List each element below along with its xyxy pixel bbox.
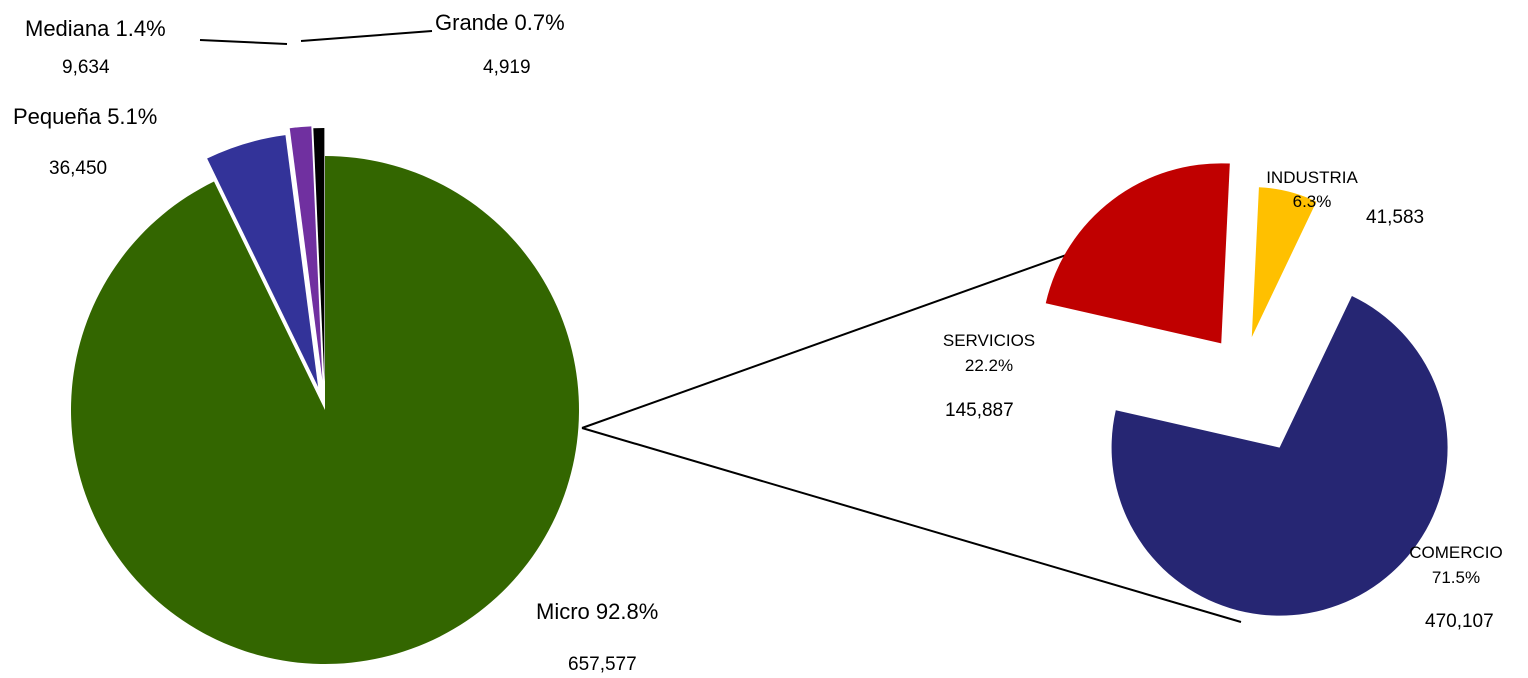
slice-label-industria: INDUSTRIA (1266, 168, 1358, 187)
percent-label-servicios: 22.2% (965, 356, 1013, 375)
slice-label-servicios: SERVICIOS (943, 331, 1035, 350)
leader-line-grande (300, 30, 433, 42)
value-label-industria: 41,583 (1366, 207, 1424, 228)
slice-label-pequena: Pequeña 5.1% (13, 104, 157, 129)
main-slice-mediana (289, 126, 323, 381)
value-label-grande: 4,919 (483, 57, 531, 78)
value-label-servicios: 145,887 (945, 400, 1014, 421)
slice-label-grande: Grande 0.7% (435, 10, 565, 35)
slice-label-micro: Micro 92.8% (536, 599, 658, 624)
value-label-comercio: 470,107 (1425, 611, 1494, 632)
percent-label-industria: 6.3% (1293, 192, 1332, 211)
value-label-mediana: 9,634 (62, 57, 110, 78)
value-label-pequena: 36,450 (49, 158, 107, 179)
leader-line-mediana (199, 39, 288, 45)
sub-slice-industria (1251, 187, 1317, 338)
percent-label-comercio: 71.5% (1432, 568, 1480, 587)
sub-slice-comercio (1111, 295, 1448, 616)
main-slice-pequena (207, 135, 319, 388)
secondary-pie-slices (1045, 163, 1448, 616)
slice-label-mediana: Mediana 1.4% (25, 16, 166, 41)
main-pie-slices (70, 126, 579, 664)
slice-label-comercio: COMERCIO (1409, 543, 1503, 562)
main-slice-grande (313, 128, 325, 383)
value-label-micro: 657,577 (568, 654, 637, 675)
leader-lines (199, 30, 433, 45)
main-slice-micro (70, 156, 579, 664)
connector-line-bottom (581, 427, 1242, 623)
sub-slice-servicios (1045, 163, 1230, 344)
